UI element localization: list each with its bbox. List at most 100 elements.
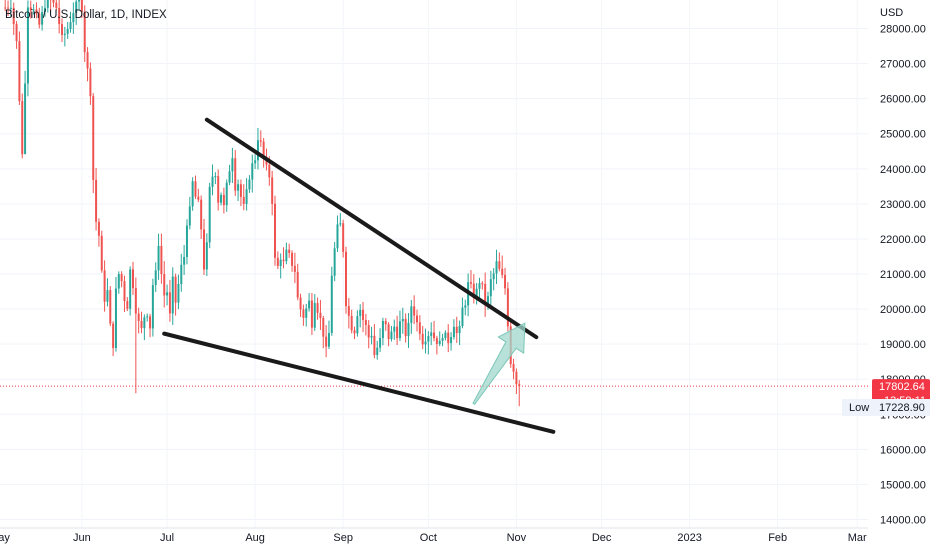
candle-body — [251, 163, 254, 180]
candle-body — [109, 290, 112, 324]
candle-body — [330, 275, 333, 333]
candle-body — [29, 7, 32, 11]
low-tag: Low 17228.90 — [842, 399, 930, 416]
candle-body — [430, 332, 433, 336]
candle-body — [427, 335, 430, 342]
candle-body — [231, 158, 234, 172]
candle-body — [262, 141, 265, 158]
candle-body — [333, 248, 336, 276]
candle-body — [43, 7, 46, 13]
y-tick-label: 14000.00 — [880, 514, 926, 526]
candle-body — [319, 312, 322, 319]
candle-body — [32, 9, 35, 11]
candle-body — [100, 235, 103, 271]
y-tick-label: 25000.00 — [880, 129, 926, 141]
candle-body — [416, 315, 418, 323]
candle-body — [188, 206, 191, 226]
low-label: Low — [849, 402, 869, 414]
candles — [4, 0, 521, 407]
candle-body — [359, 309, 362, 317]
candle-body — [498, 261, 501, 269]
candle-body — [492, 273, 495, 280]
x-tick-label: Jul — [160, 532, 174, 544]
candle-body — [154, 270, 157, 286]
candle-body — [495, 261, 498, 274]
candle-body — [367, 325, 370, 338]
candle-body — [279, 259, 282, 266]
candle-body — [86, 52, 89, 69]
candle-body — [353, 330, 356, 334]
candle-body — [441, 338, 444, 341]
candle-body — [129, 269, 132, 309]
candle-body — [452, 326, 455, 338]
y-tick-label: 21000.00 — [880, 269, 926, 281]
candle-body — [220, 194, 223, 203]
price-axis: 28000.00 27000.00 26000.00 25000.00 24000.00… — [880, 24, 926, 527]
candle-body — [15, 24, 18, 42]
candle-body — [134, 288, 137, 314]
x-tick-label: Sep — [333, 532, 353, 544]
candle-body — [438, 340, 441, 344]
candle-body — [160, 245, 163, 275]
candle-body — [484, 283, 487, 304]
candle-body — [112, 323, 115, 348]
x-tick-label: Mar — [848, 532, 867, 544]
candle-body — [106, 290, 109, 302]
candle-body — [296, 271, 299, 298]
candle-body — [38, 13, 41, 25]
y-tick-label: 28000.00 — [880, 24, 926, 36]
candle-body — [393, 326, 396, 332]
candle-body — [177, 284, 180, 303]
candle-body — [288, 249, 291, 253]
candle-body — [339, 223, 342, 225]
candle-body — [455, 326, 458, 334]
candle-body — [305, 308, 308, 318]
candle-body — [58, 7, 61, 25]
symbol-title[interactable]: Bitcoin / U.S. Dollar, 1D, INDEX — [5, 9, 167, 21]
candle-body — [398, 321, 401, 339]
candle-body — [464, 305, 467, 308]
candle-body — [205, 242, 208, 270]
candle-body — [322, 318, 325, 337]
candle-body — [126, 301, 129, 309]
candle-body — [316, 303, 319, 313]
candle-body — [222, 194, 225, 206]
candle-body — [208, 186, 211, 243]
candle-body — [26, 7, 29, 84]
y-tick-label: 26000.00 — [880, 94, 926, 106]
trendline-upper — [204, 117, 539, 340]
candle-body — [200, 199, 203, 230]
candle-body — [310, 300, 313, 328]
candle-body — [489, 279, 492, 297]
candle-body — [157, 245, 160, 271]
y-tick-label: 24000.00 — [880, 164, 926, 176]
x-tick-label: Oct — [420, 532, 437, 544]
candle-body — [97, 221, 100, 236]
candle-body — [444, 332, 447, 339]
candle-body — [214, 176, 217, 178]
candle-body — [248, 179, 251, 190]
candle-body — [61, 24, 63, 35]
candle-body — [163, 274, 166, 296]
candle-body — [293, 265, 296, 272]
candle-body — [313, 303, 316, 328]
candle-body — [4, 7, 7, 9]
candle-body — [228, 171, 231, 183]
candle-body — [512, 364, 515, 372]
x-tick-label: May — [0, 532, 10, 544]
candle-body — [291, 252, 294, 266]
candle-body — [194, 181, 197, 197]
candle-body — [356, 316, 359, 334]
candle-body — [217, 176, 220, 203]
x-tick-label: 2023 — [677, 532, 701, 544]
candle-body — [132, 269, 134, 289]
candle-body — [254, 160, 257, 164]
y-tick-label: 16000.00 — [880, 444, 926, 456]
candle-body — [478, 283, 481, 289]
candle-body — [21, 101, 24, 155]
candle-body — [63, 33, 66, 35]
candle-body — [140, 320, 143, 329]
candle-body — [407, 322, 410, 337]
